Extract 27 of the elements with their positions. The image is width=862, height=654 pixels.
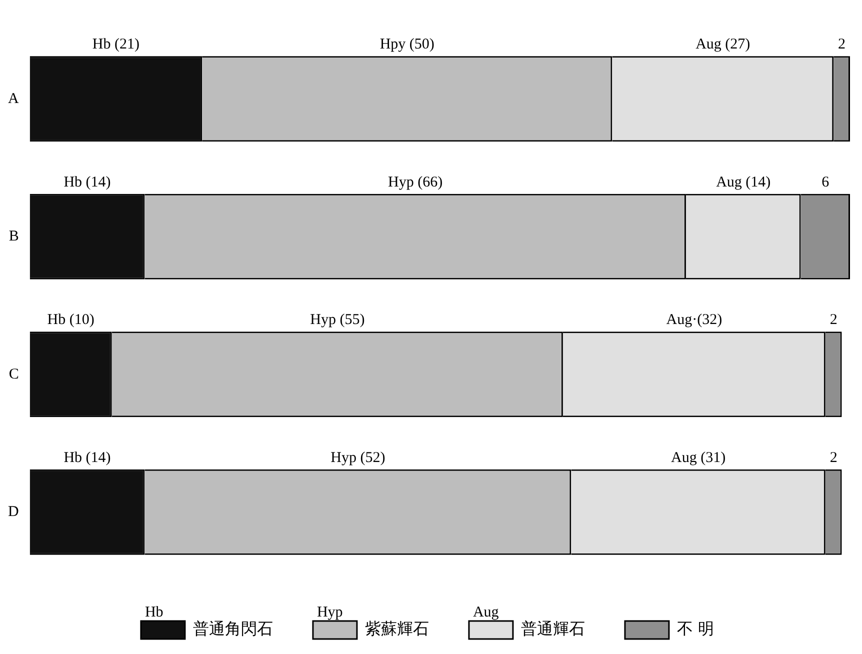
y-tick-label: A <box>8 90 19 107</box>
data-label: 2 <box>830 450 838 466</box>
y-tick-label: C <box>8 366 19 382</box>
legend-label: 不 明 <box>676 619 714 638</box>
data-label: Aug (27) <box>696 36 750 53</box>
y-tick-label: B <box>8 228 19 245</box>
text: Aug <box>472 604 500 620</box>
data-label: Hpy (50) <box>380 36 434 53</box>
data-label: Hyp (66) <box>388 174 443 190</box>
data-label: Hb (14) <box>64 450 111 466</box>
legend-label: 普通角閃石 <box>192 619 273 638</box>
y-tick-label: D <box>8 504 19 520</box>
data-label: Hb (10) <box>47 312 94 328</box>
text: Hb <box>144 604 164 620</box>
legend-label: 紫蘇輝石 <box>364 619 429 638</box>
data-label: 2 <box>830 312 838 328</box>
legend-label: 普通輝石 <box>520 619 585 638</box>
data-label: Aug (14) <box>716 174 771 190</box>
text: Hyp <box>316 604 343 620</box>
data-label: Hb (14) <box>64 174 111 190</box>
data-label: Hyp (55) <box>310 312 365 328</box>
data-label: Hyp (52) <box>330 450 386 466</box>
data-label: 2 <box>838 36 846 53</box>
data-label: Hb (21) <box>92 36 140 53</box>
data-label: Aug (31) <box>670 450 726 466</box>
data-label: 6 <box>822 174 830 190</box>
data-label: Aug·(32) <box>666 312 722 328</box>
